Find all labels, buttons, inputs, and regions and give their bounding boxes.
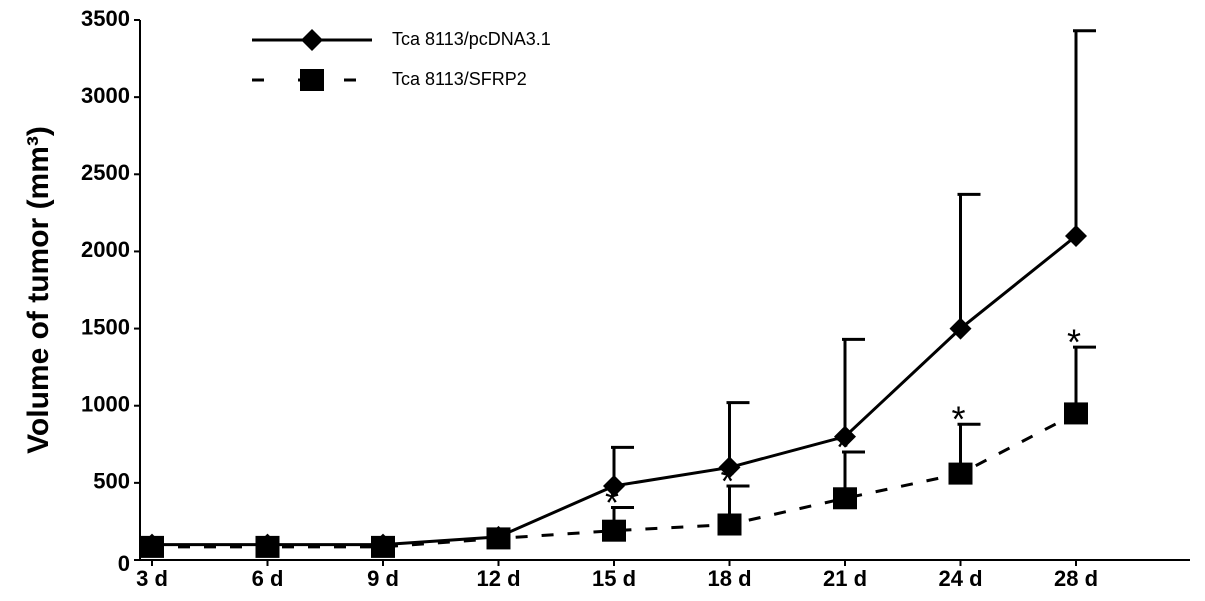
point <box>255 535 280 558</box>
point <box>603 474 625 497</box>
y-tick-label: 3500 <box>81 6 130 31</box>
x-tick-label: 9 d <box>367 566 399 591</box>
point <box>949 317 972 340</box>
significance: * <box>836 427 850 468</box>
y-tick-label: 0 <box>118 551 130 576</box>
y-tick-label: 2500 <box>81 160 130 185</box>
significance: * <box>1067 322 1081 363</box>
point <box>486 527 511 550</box>
point <box>717 513 742 536</box>
y-axis-title: Volume of tumor (mm³) <box>22 126 55 454</box>
x-tick-label: 28 d <box>1054 566 1098 591</box>
point <box>140 535 164 558</box>
point <box>834 425 856 448</box>
point <box>833 487 857 510</box>
significance: * <box>720 460 734 501</box>
point <box>1065 225 1087 247</box>
significance: * <box>951 399 965 440</box>
x-tick-label: 12 d <box>476 566 520 591</box>
y-tick-label: 1000 <box>81 392 130 417</box>
y-tick-label: 2000 <box>81 237 130 262</box>
x-tick-label: 24 d <box>938 566 982 591</box>
y-tick-label: 500 <box>93 469 130 494</box>
legend-label: Tca 8113/SFRP2 <box>392 69 527 89</box>
significance: * <box>605 482 619 523</box>
x-tick-label: 21 d <box>823 566 867 591</box>
x-tick-label: 15 d <box>592 566 636 591</box>
point <box>718 456 741 479</box>
point <box>1064 402 1088 425</box>
x-tick-label: 18 d <box>707 566 751 591</box>
y-tick-label: 3000 <box>81 83 130 108</box>
legend-label: Tca 8113/pcDNA3.1 <box>392 29 551 49</box>
point <box>602 519 626 542</box>
x-tick-label: 3 d <box>136 566 168 591</box>
x-tick-label: 6 d <box>252 566 284 591</box>
point <box>300 69 324 91</box>
y-tick-label: 1500 <box>81 314 130 339</box>
point <box>948 462 973 485</box>
point <box>371 535 395 558</box>
point <box>301 29 323 51</box>
